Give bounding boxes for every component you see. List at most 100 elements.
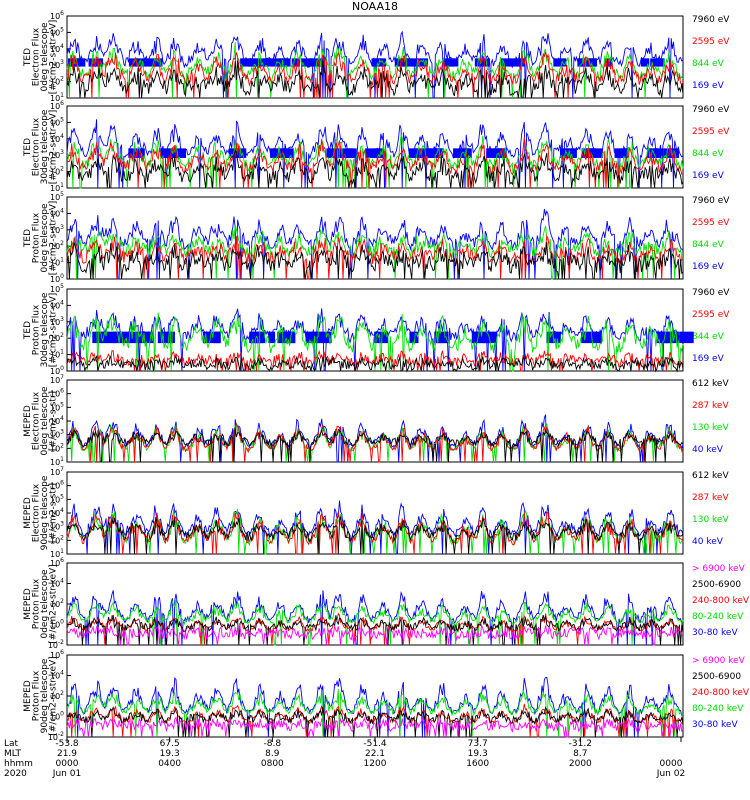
series-band-169 eV [305, 331, 314, 344]
series-band-169 eV [399, 58, 410, 67]
x-tick-label: 21.9 [57, 749, 77, 759]
legend-entry: 40 keV [692, 445, 724, 455]
series-line-169 eV [66, 308, 684, 372]
y-tick-label: 10-2 [48, 731, 64, 742]
x-tick-label: 67.5 [160, 739, 180, 749]
series-band-169 eV [425, 148, 444, 158]
series-line-80-240 keV [66, 688, 684, 738]
y-axis-label: 0deg telescope [40, 386, 50, 456]
y-tick-label: 101 [50, 257, 64, 268]
x-tick-label: -53.8 [55, 739, 79, 749]
legend-entry: 2500-6900 [692, 672, 741, 682]
series-band-169 eV [130, 331, 145, 344]
y-axis-label: Proton Flux [32, 670, 42, 721]
legend-entry: 240-800 keV [692, 596, 750, 606]
series-line-80-240 keV [66, 600, 684, 646]
y-axis-label: TED [23, 229, 33, 248]
series-band-169 eV [640, 58, 650, 67]
y-tick-label: 105 [50, 401, 64, 412]
x-tick-label: 0800 [261, 759, 284, 769]
legend-entry: 30-80 keV [692, 628, 738, 638]
y-axis-label: Proton Flux [32, 578, 42, 629]
y-axis-label: Proton Flux [32, 304, 42, 355]
series-band-169 eV [332, 148, 349, 158]
x-tick-label: -31.2 [569, 739, 592, 749]
y-axis-label: TED [23, 321, 33, 340]
y-tick-label: 105 [50, 116, 64, 127]
legend-entry: 7960 eV [692, 196, 730, 206]
legend-entry: 844 eV [692, 59, 725, 69]
y-tick-label: 100 [50, 273, 64, 284]
y-axis-label: 90deg telescope [40, 658, 50, 733]
legend-entry: 169 eV [692, 354, 725, 364]
y-tick-label: 101 [50, 456, 64, 467]
legend-entry: > 6900 keV [692, 564, 746, 574]
y-tick-label: 104 [50, 415, 64, 426]
series-band-169 eV [663, 148, 673, 158]
series-band-169 eV [553, 58, 567, 67]
y-axis-label: MEPED [23, 497, 33, 529]
series-band-169 eV [144, 331, 154, 344]
y-axis-label: [#/cm2-s-str-eV] [49, 110, 59, 185]
y-axis-label: 30deg telescope [40, 292, 50, 367]
series-line-169 eV [66, 30, 684, 99]
series-band-169 eV [326, 148, 334, 158]
series-line-30-80 keV [66, 590, 684, 646]
y-tick-label: 101 [50, 182, 64, 193]
panel-frame-1 [66, 105, 684, 189]
y-axis-label: [#/cm2-s-str-eV] [49, 20, 59, 95]
series-band-169 eV [283, 58, 291, 67]
x-tick-label: 0000 [660, 759, 683, 769]
series-band-169 eV [202, 331, 221, 344]
legend-entry: 2595 eV [692, 37, 730, 47]
series-line-> 6900 keV [66, 716, 684, 738]
y-tick-label: 102 [50, 690, 64, 701]
y-tick-label: 100 [50, 619, 64, 630]
y-axis-label: 0deg telescope [40, 22, 50, 92]
series-line-2595 eV [66, 137, 684, 189]
legend-entry: 169 eV [692, 81, 725, 91]
series-line-7960 eV [66, 149, 684, 189]
legend-entry: 240-800 keV [692, 688, 750, 698]
legend-entry: 2500-6900 [692, 580, 741, 590]
legend-entry: 2595 eV [692, 310, 730, 320]
series-line-7960 eV [66, 60, 684, 99]
y-tick-label: 103 [50, 224, 64, 235]
legend-entry: 287 keV [692, 401, 729, 411]
legend-entry: 287 keV [692, 493, 729, 503]
y-axis-label: TED [23, 48, 33, 67]
x-tick-label: 2000 [569, 759, 592, 769]
y-axis-label: 90deg telescope [40, 475, 50, 550]
y-axis-label: [#/cm2-s-str-keV] [49, 564, 59, 643]
legend-entry: 169 eV [692, 171, 725, 181]
y-tick-label: 103 [50, 429, 64, 440]
y-tick-label: 106 [50, 10, 64, 21]
y-tick-label: 104 [50, 670, 64, 681]
y-tick-label: 103 [50, 59, 64, 70]
legend-entry: > 6900 keV [692, 656, 746, 666]
series-band-169 eV [648, 148, 664, 158]
series-line-844 eV [66, 134, 684, 189]
y-tick-label: 106 [50, 100, 64, 111]
y-axis-label: [#/cm2-s-str-eV] [49, 201, 59, 276]
y-tick-label: 102 [50, 332, 64, 343]
series-line-7960 eV [66, 355, 684, 373]
legend-entry: 169 eV [692, 262, 725, 272]
series-line-169 eV [66, 119, 684, 189]
series-line-7960 eV [66, 242, 684, 280]
chart-title: NOAA18 [351, 0, 399, 13]
y-axis-label: Electron Flux [32, 391, 42, 450]
y-tick-label: 101 [50, 349, 64, 360]
legend-entry: 844 eV [692, 240, 725, 250]
y-axis-label: [#/cm2-s-str] [49, 391, 59, 451]
y-axis-label: Electron Flux [32, 117, 42, 176]
series-line-844 eV [66, 224, 684, 280]
legend-entry: 7960 eV [692, 288, 730, 298]
y-axis-label: Proton Flux [32, 212, 42, 263]
series-line-2500-6900 [66, 705, 684, 738]
series-band-169 eV [281, 148, 294, 158]
series-band-169 eV [160, 148, 178, 158]
y-tick-label: 102 [50, 240, 64, 251]
x-row-label: MLT [4, 749, 22, 759]
y-tick-label: 102 [50, 166, 64, 177]
